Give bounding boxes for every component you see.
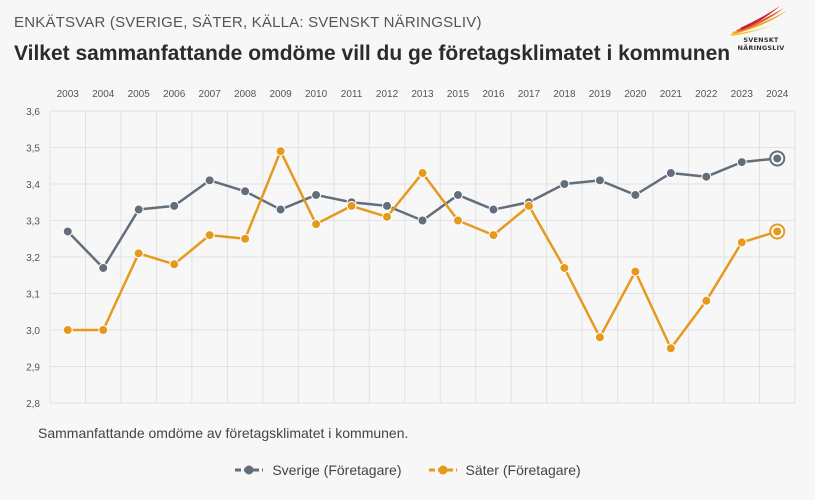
x-tick-label: 2020 — [624, 89, 647, 100]
y-tick-label: 3,2 — [26, 253, 40, 264]
x-tick-label: 2019 — [589, 89, 612, 100]
chart-title: Vilket sammanfattande omdöme vill du ge … — [14, 42, 731, 65]
line-chart: 2,8 2,9 3,0 3,1 3,2 3,3 3,4 3,5 3,6 2003 2004 2005 2… — [26, 89, 796, 410]
x-tick-label: 2003 — [57, 89, 80, 100]
data-point — [523, 200, 534, 211]
legend: Sverige (Företagare) Säter (Företagare) — [0, 462, 815, 478]
y-tick-label: 3,4 — [26, 180, 40, 191]
y-tick-label: 3,1 — [26, 290, 40, 301]
x-tick-label: 2018 — [553, 89, 576, 100]
data-point — [311, 189, 322, 200]
y-tick-label: 3,3 — [26, 217, 40, 228]
y-tick-label: 3,5 — [26, 144, 40, 155]
x-tick-label: 2006 — [163, 89, 186, 100]
data-point — [346, 200, 357, 211]
x-tick-label: 2022 — [695, 89, 718, 100]
legend-item-sverige[interactable]: Sverige (Företagare) — [234, 462, 402, 478]
data-point — [169, 200, 180, 211]
x-tick-label: 2015 — [447, 89, 470, 100]
data-point — [630, 189, 641, 200]
y-tick-label: 2,8 — [26, 399, 40, 410]
x-tick-label: 2023 — [731, 89, 754, 100]
data-point — [701, 295, 712, 306]
data-point — [204, 175, 215, 186]
data-point — [169, 259, 180, 270]
data-point — [62, 226, 73, 237]
x-tick-label: 2021 — [660, 89, 683, 100]
data-point — [665, 168, 676, 179]
data-point — [736, 157, 747, 168]
data-point — [133, 248, 144, 259]
data-point — [311, 219, 322, 230]
data-point — [559, 262, 570, 273]
data-point — [98, 325, 109, 335]
data-point — [382, 200, 393, 211]
data-point — [488, 204, 499, 215]
legend-swatch-sater — [428, 465, 457, 475]
data-point — [382, 211, 393, 222]
series-line-1 — [67, 149, 778, 350]
data-point — [204, 230, 215, 241]
x-tick-label: 2004 — [92, 89, 115, 100]
svenskt-naringsliv-logo: SVENSKT NÄRINGSLIV — [726, 6, 796, 52]
y-tick-label: 3,0 — [26, 326, 40, 337]
legend-label-sverige: Sverige (Företagare) — [272, 462, 402, 478]
y-tick-label: 2,9 — [26, 363, 40, 374]
data-point — [559, 179, 570, 189]
data-point — [773, 227, 782, 236]
data-point — [240, 233, 251, 244]
x-tick-label: 2007 — [199, 89, 222, 100]
data-point — [452, 189, 463, 200]
logo-text: SVENSKT NÄRINGSLIV — [737, 36, 785, 52]
data-point — [665, 343, 676, 354]
data-point — [736, 237, 747, 248]
data-point — [594, 332, 605, 343]
x-tick-label: 2010 — [305, 89, 328, 100]
x-tick-label: 2016 — [482, 89, 505, 100]
x-tick-label: 2011 — [341, 89, 363, 100]
data-point — [488, 230, 499, 241]
data-point — [98, 262, 109, 273]
data-point — [630, 266, 641, 277]
legend-label-sater: Säter (Företagare) — [465, 462, 581, 478]
x-tick-label: 2013 — [411, 89, 434, 100]
data-point — [417, 215, 428, 226]
legend-item-sater[interactable]: Säter (Företagare) — [428, 462, 581, 478]
chart-caption: Sammanfattande omdöme av företagsklimate… — [38, 425, 409, 441]
x-tick-label: 2008 — [234, 89, 257, 100]
data-point — [701, 171, 712, 182]
data-point — [62, 325, 73, 335]
x-tick-label: 2017 — [518, 89, 541, 100]
data-point — [452, 215, 463, 226]
x-tick-label: 2012 — [376, 89, 399, 100]
data-point — [594, 175, 605, 186]
chart-supertitle: ENKÄTSVAR (SVERIGE, SÄTER, KÄLLA: SVENSK… — [14, 14, 482, 31]
legend-swatch-sverige — [235, 465, 264, 475]
data-point — [773, 154, 782, 163]
data-point — [275, 146, 286, 157]
data-point — [417, 168, 428, 179]
bird-logo-icon — [730, 6, 788, 36]
x-tick-label: 2024 — [766, 89, 789, 100]
x-tick-label: 2009 — [269, 89, 292, 100]
y-tick-label: 3,6 — [26, 107, 40, 118]
data-point — [133, 204, 144, 215]
data-point — [275, 204, 286, 215]
data-point — [240, 186, 251, 197]
x-tick-label: 2005 — [128, 89, 151, 100]
